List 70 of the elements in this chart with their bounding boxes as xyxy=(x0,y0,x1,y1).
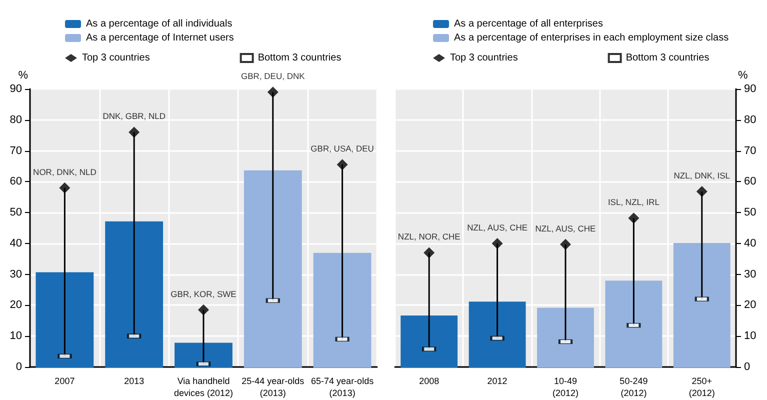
data-label: GBR, DEU, DNK xyxy=(241,71,306,82)
point xyxy=(198,304,209,316)
y-tick-label: 60 xyxy=(10,176,22,188)
y-tick-label: 80 xyxy=(10,114,22,126)
legend-label: Bottom 3 countries xyxy=(626,52,710,64)
bar xyxy=(400,316,458,368)
point xyxy=(492,238,503,249)
point xyxy=(59,182,70,194)
bar xyxy=(537,308,594,368)
point xyxy=(128,126,140,138)
bar xyxy=(174,342,232,368)
x-tick-label: 2007 xyxy=(54,376,75,386)
bar xyxy=(105,221,164,368)
point xyxy=(267,86,278,98)
x-tick-label: 25-44 year-olds (2013) xyxy=(242,376,305,398)
y2-tick-label: 10 xyxy=(744,330,756,342)
legend-label: As a percentage of enterprises in each employment size class xyxy=(454,32,729,44)
x-tick-label: 2013 xyxy=(124,376,144,386)
x-tick-label: 250+ (2012) xyxy=(688,376,715,398)
y-tick-label: 20 xyxy=(10,299,22,312)
y2-tick-label: 70 xyxy=(744,144,756,157)
x-tick-label: 2012 xyxy=(487,376,508,386)
data-label: GBR, USA, DEU xyxy=(310,144,374,154)
y-tick-label: 90 xyxy=(10,83,22,95)
data-label: ISL, NZL, IRL xyxy=(608,197,660,208)
bar xyxy=(673,242,730,368)
data-label: NZL, DNK, ISL xyxy=(674,170,730,181)
y-tick-label: 50 xyxy=(10,206,22,219)
bar xyxy=(244,170,302,368)
y2-tick-label: 80 xyxy=(744,114,756,126)
point xyxy=(424,247,435,258)
data-label: GBR, KOR, SWE xyxy=(170,288,237,299)
x-tick-label: 65-74 year-olds (2013) xyxy=(311,376,374,398)
y-tick-label: 30 xyxy=(10,268,22,280)
data-label: NZL, AUS, CHE xyxy=(535,223,596,234)
x-tick-label: 10-49 (2012) xyxy=(552,376,579,398)
y2-tick-label: 20 xyxy=(744,299,756,312)
data-label: NZL, NOR, CHE xyxy=(398,232,461,242)
point xyxy=(560,238,571,250)
legend-label: Top 3 countries xyxy=(82,52,150,64)
y2-tick-label: 50 xyxy=(744,206,756,219)
x-tick-label: 2008 xyxy=(419,376,440,386)
legend-label: As a percentage of all individuals xyxy=(86,18,232,30)
x-tick-label: Via handheld devices (2012) xyxy=(174,376,234,398)
data-label: NZL, AUS, CHE xyxy=(467,222,528,232)
bar xyxy=(468,302,526,368)
y-tick-label: 40 xyxy=(10,237,22,250)
y2-tick-label: 30 xyxy=(744,268,756,280)
y2-tick-label: 60 xyxy=(744,176,756,188)
point xyxy=(696,186,708,198)
legend-label: Top 3 countries xyxy=(450,52,518,64)
y-tick-label: 10 xyxy=(10,330,22,342)
legend-label: As a percentage of all enterprises xyxy=(454,18,603,30)
data-label: NOR, DNK, NLD xyxy=(33,166,96,177)
bar xyxy=(605,280,662,368)
point xyxy=(336,159,348,170)
data-label: DNK, GBR, NLD xyxy=(102,111,166,122)
point xyxy=(628,212,640,224)
y2-tick-label: 90 xyxy=(744,83,756,95)
y-axis-title: % xyxy=(18,70,28,82)
y2-axis-title: % xyxy=(738,70,748,82)
y-tick-label: 0 xyxy=(16,361,22,373)
x-tick-label: 50-249 (2012) xyxy=(620,376,648,398)
legend-label: Bottom 3 countries xyxy=(258,52,342,64)
y-tick-label: 70 xyxy=(10,144,22,157)
bar xyxy=(36,272,94,368)
y2-tick-label: 40 xyxy=(744,237,756,250)
bar xyxy=(313,252,372,368)
y2-tick-label: 0 xyxy=(744,361,750,373)
legend-label: As a percentage of Internet users xyxy=(86,32,234,44)
